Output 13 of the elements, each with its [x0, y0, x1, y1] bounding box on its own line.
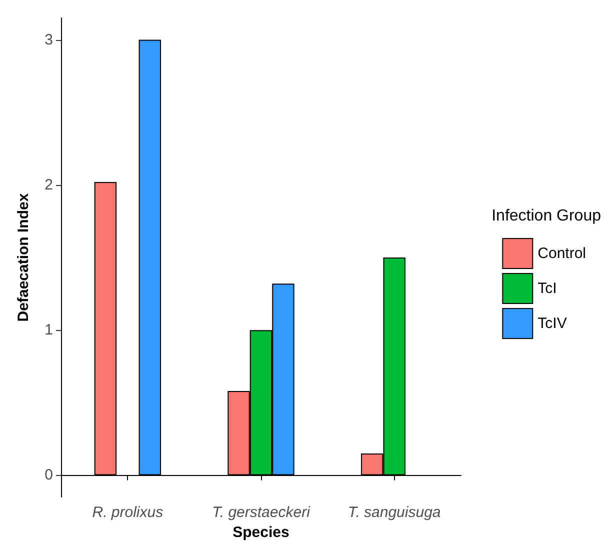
y-tick-label: 3	[44, 31, 53, 48]
x-axis-title: Species	[232, 524, 290, 541]
x-tick-label: T. sanguisuga	[348, 504, 441, 521]
x-tick-label: T. gerstaeckeri	[212, 504, 311, 521]
legend-label: Control	[538, 245, 586, 262]
y-axis-title: Defaecation Index	[15, 192, 32, 322]
legend-title: Infection Group	[492, 208, 602, 224]
y-tick-label: 1	[44, 322, 53, 339]
y-tick-label: 2	[44, 176, 53, 194]
legend-label: TcIV	[538, 315, 567, 332]
x-tick-label: R. prolixus	[92, 504, 164, 521]
legend-label: TcI	[538, 280, 557, 297]
y-tick-label: 0	[44, 466, 53, 484]
